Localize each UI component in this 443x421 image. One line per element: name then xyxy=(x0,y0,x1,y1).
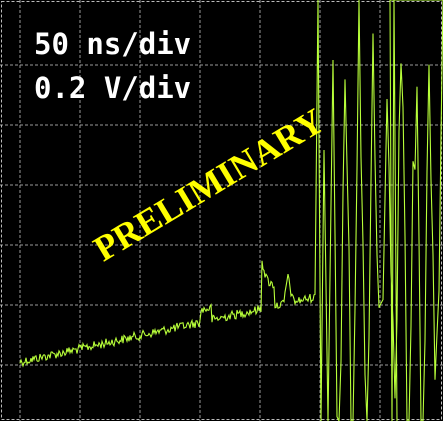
voltage-scale-label: 0.2 V/div xyxy=(34,71,191,105)
time-scale-label: 50 ns/div xyxy=(34,27,191,61)
page: {"scope": {"time_scale": "50 ns/div", "v… xyxy=(0,0,443,421)
scope-screen: 50 ns/div 0.2 V/div PRELIMINARY xyxy=(0,0,443,421)
